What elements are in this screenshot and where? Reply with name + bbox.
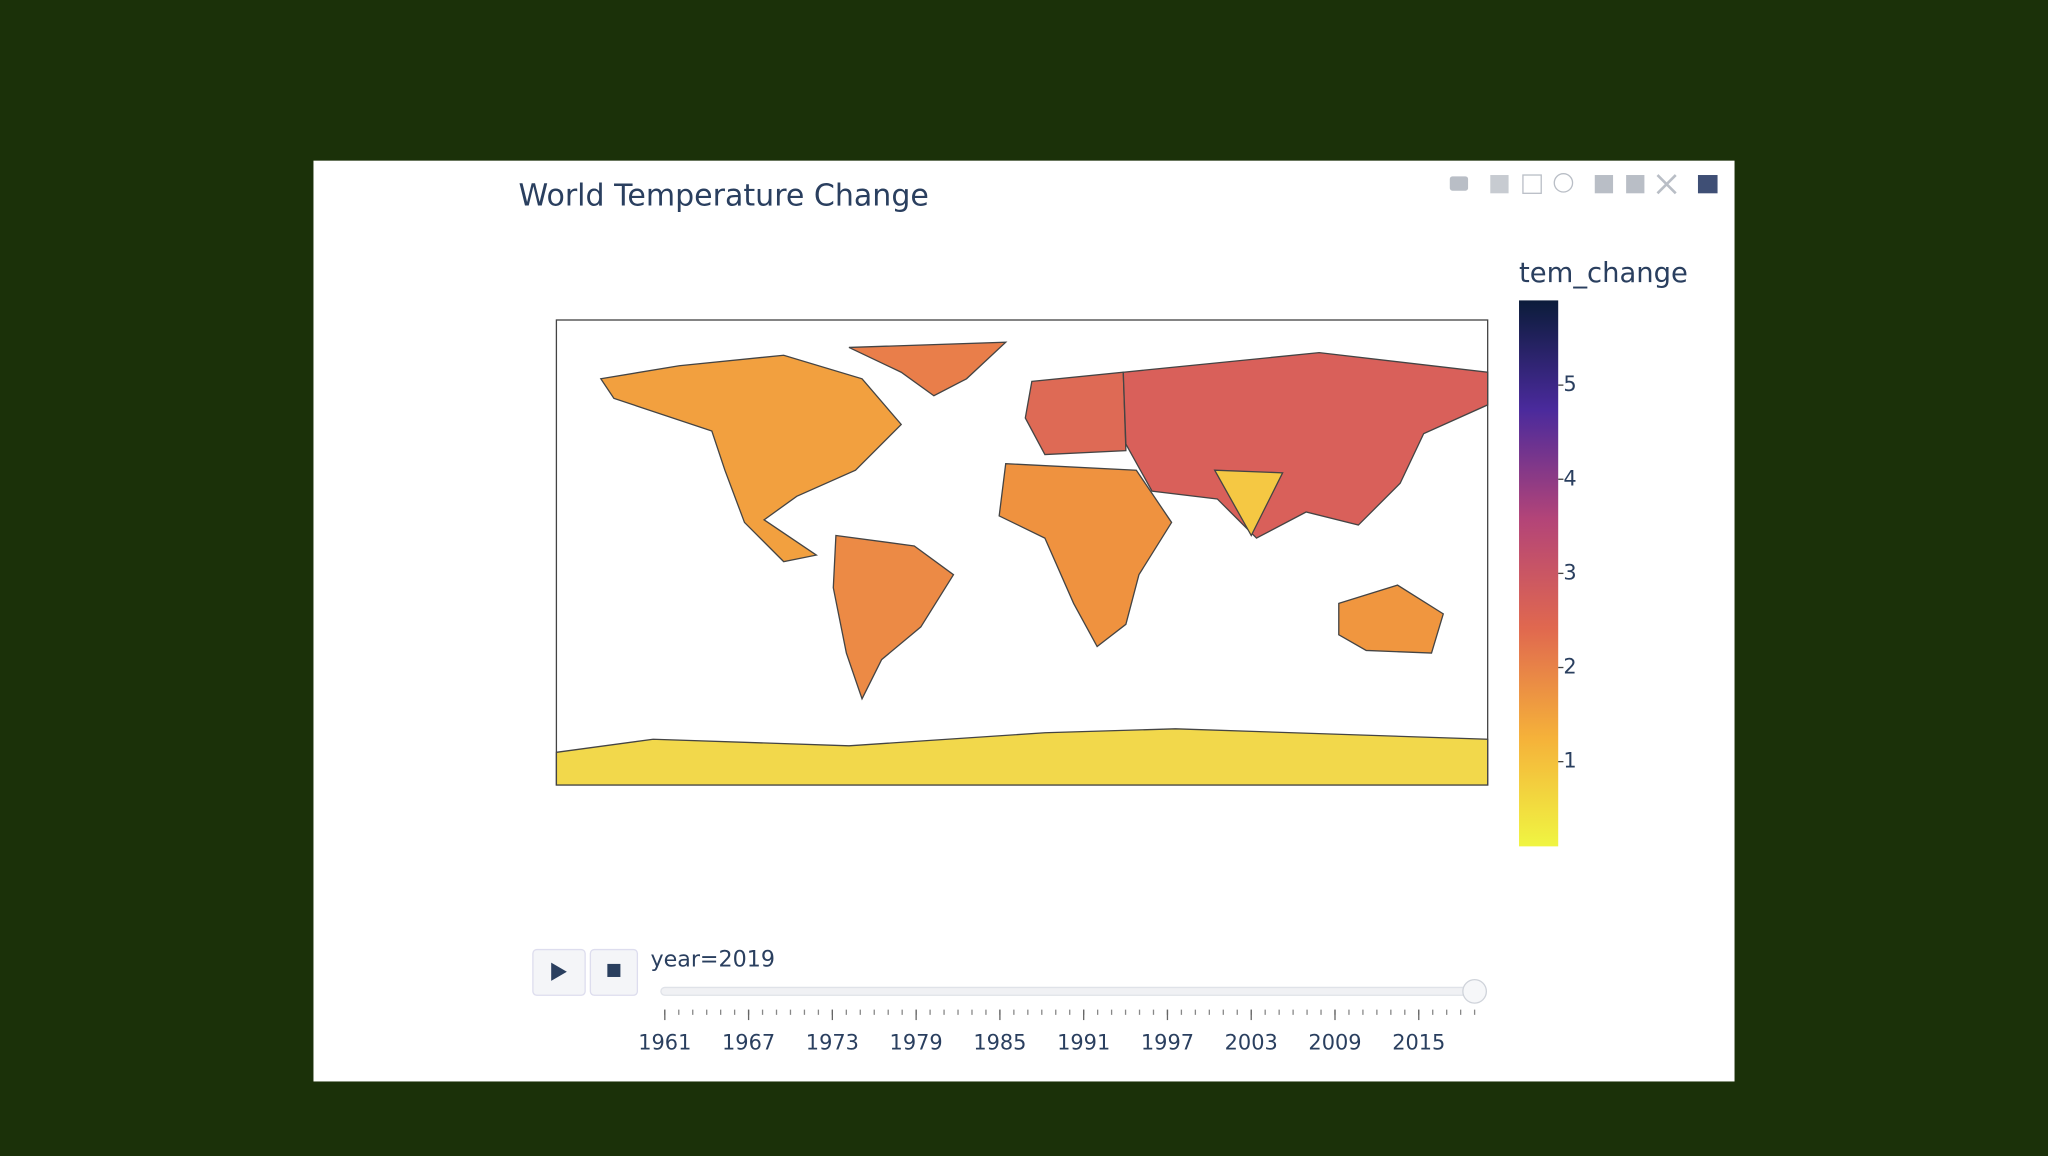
stop-icon xyxy=(607,963,621,977)
colorbar-ticks: 1 2 3 4 5 xyxy=(1558,372,1577,773)
slider-tick-label: 1967 xyxy=(722,1031,775,1055)
asia xyxy=(1122,351,1489,539)
colorbar-tick-label: 1 xyxy=(1563,749,1576,773)
slider-tick-label: 2003 xyxy=(1225,1031,1278,1055)
zoom-out-button[interactable] xyxy=(1626,175,1645,194)
antarctica xyxy=(555,728,1489,786)
camera-button[interactable] xyxy=(1449,176,1469,191)
slider-tick-label: 1973 xyxy=(806,1031,859,1055)
australia xyxy=(1338,584,1445,654)
europe xyxy=(1024,371,1127,456)
colorbar-tick-label: 2 xyxy=(1563,655,1576,679)
slider-tick-label: 2009 xyxy=(1308,1031,1361,1055)
select-button[interactable] xyxy=(1522,174,1542,194)
slider-track[interactable] xyxy=(660,986,1477,996)
colorbar-tick-label: 3 xyxy=(1563,560,1576,584)
india xyxy=(1213,469,1284,537)
reset-button[interactable] xyxy=(1656,174,1677,195)
greenland xyxy=(848,341,1008,397)
colorbar-tick-label: 4 xyxy=(1563,466,1576,490)
colorbar xyxy=(1519,300,1559,847)
slider-tick-label: 1979 xyxy=(890,1031,943,1055)
slider-tick-label: 2015 xyxy=(1392,1031,1445,1055)
map xyxy=(555,319,1489,786)
slider-ticks: 1961 1967 1973 1979 1985 1991 1997 2003 2009 2015 xyxy=(638,978,1488,1055)
slider-tick-label: 1997 xyxy=(1141,1031,1194,1055)
slider-current-label: year=2019 xyxy=(650,947,775,973)
colorbar-tick-label: 5 xyxy=(1563,372,1576,396)
modebar xyxy=(1449,173,1718,195)
slider-tick-label: 1985 xyxy=(973,1031,1026,1055)
plotly-logo[interactable] xyxy=(1697,175,1718,194)
south-america xyxy=(832,534,955,701)
slider-tick-label: 1991 xyxy=(1057,1031,1110,1055)
north-america xyxy=(599,354,903,563)
africa xyxy=(998,462,1173,648)
chart-title: World Temperature Change xyxy=(519,179,929,214)
slider-handle[interactable] xyxy=(1462,978,1488,1004)
zoom-in-button[interactable] xyxy=(1594,175,1614,194)
slider-tick-label: 1961 xyxy=(638,1031,691,1055)
colorbar-title: tem_change xyxy=(1519,258,1688,289)
play-icon xyxy=(551,962,567,981)
pan-button[interactable] xyxy=(1490,175,1509,194)
lasso-button[interactable] xyxy=(1553,173,1574,193)
